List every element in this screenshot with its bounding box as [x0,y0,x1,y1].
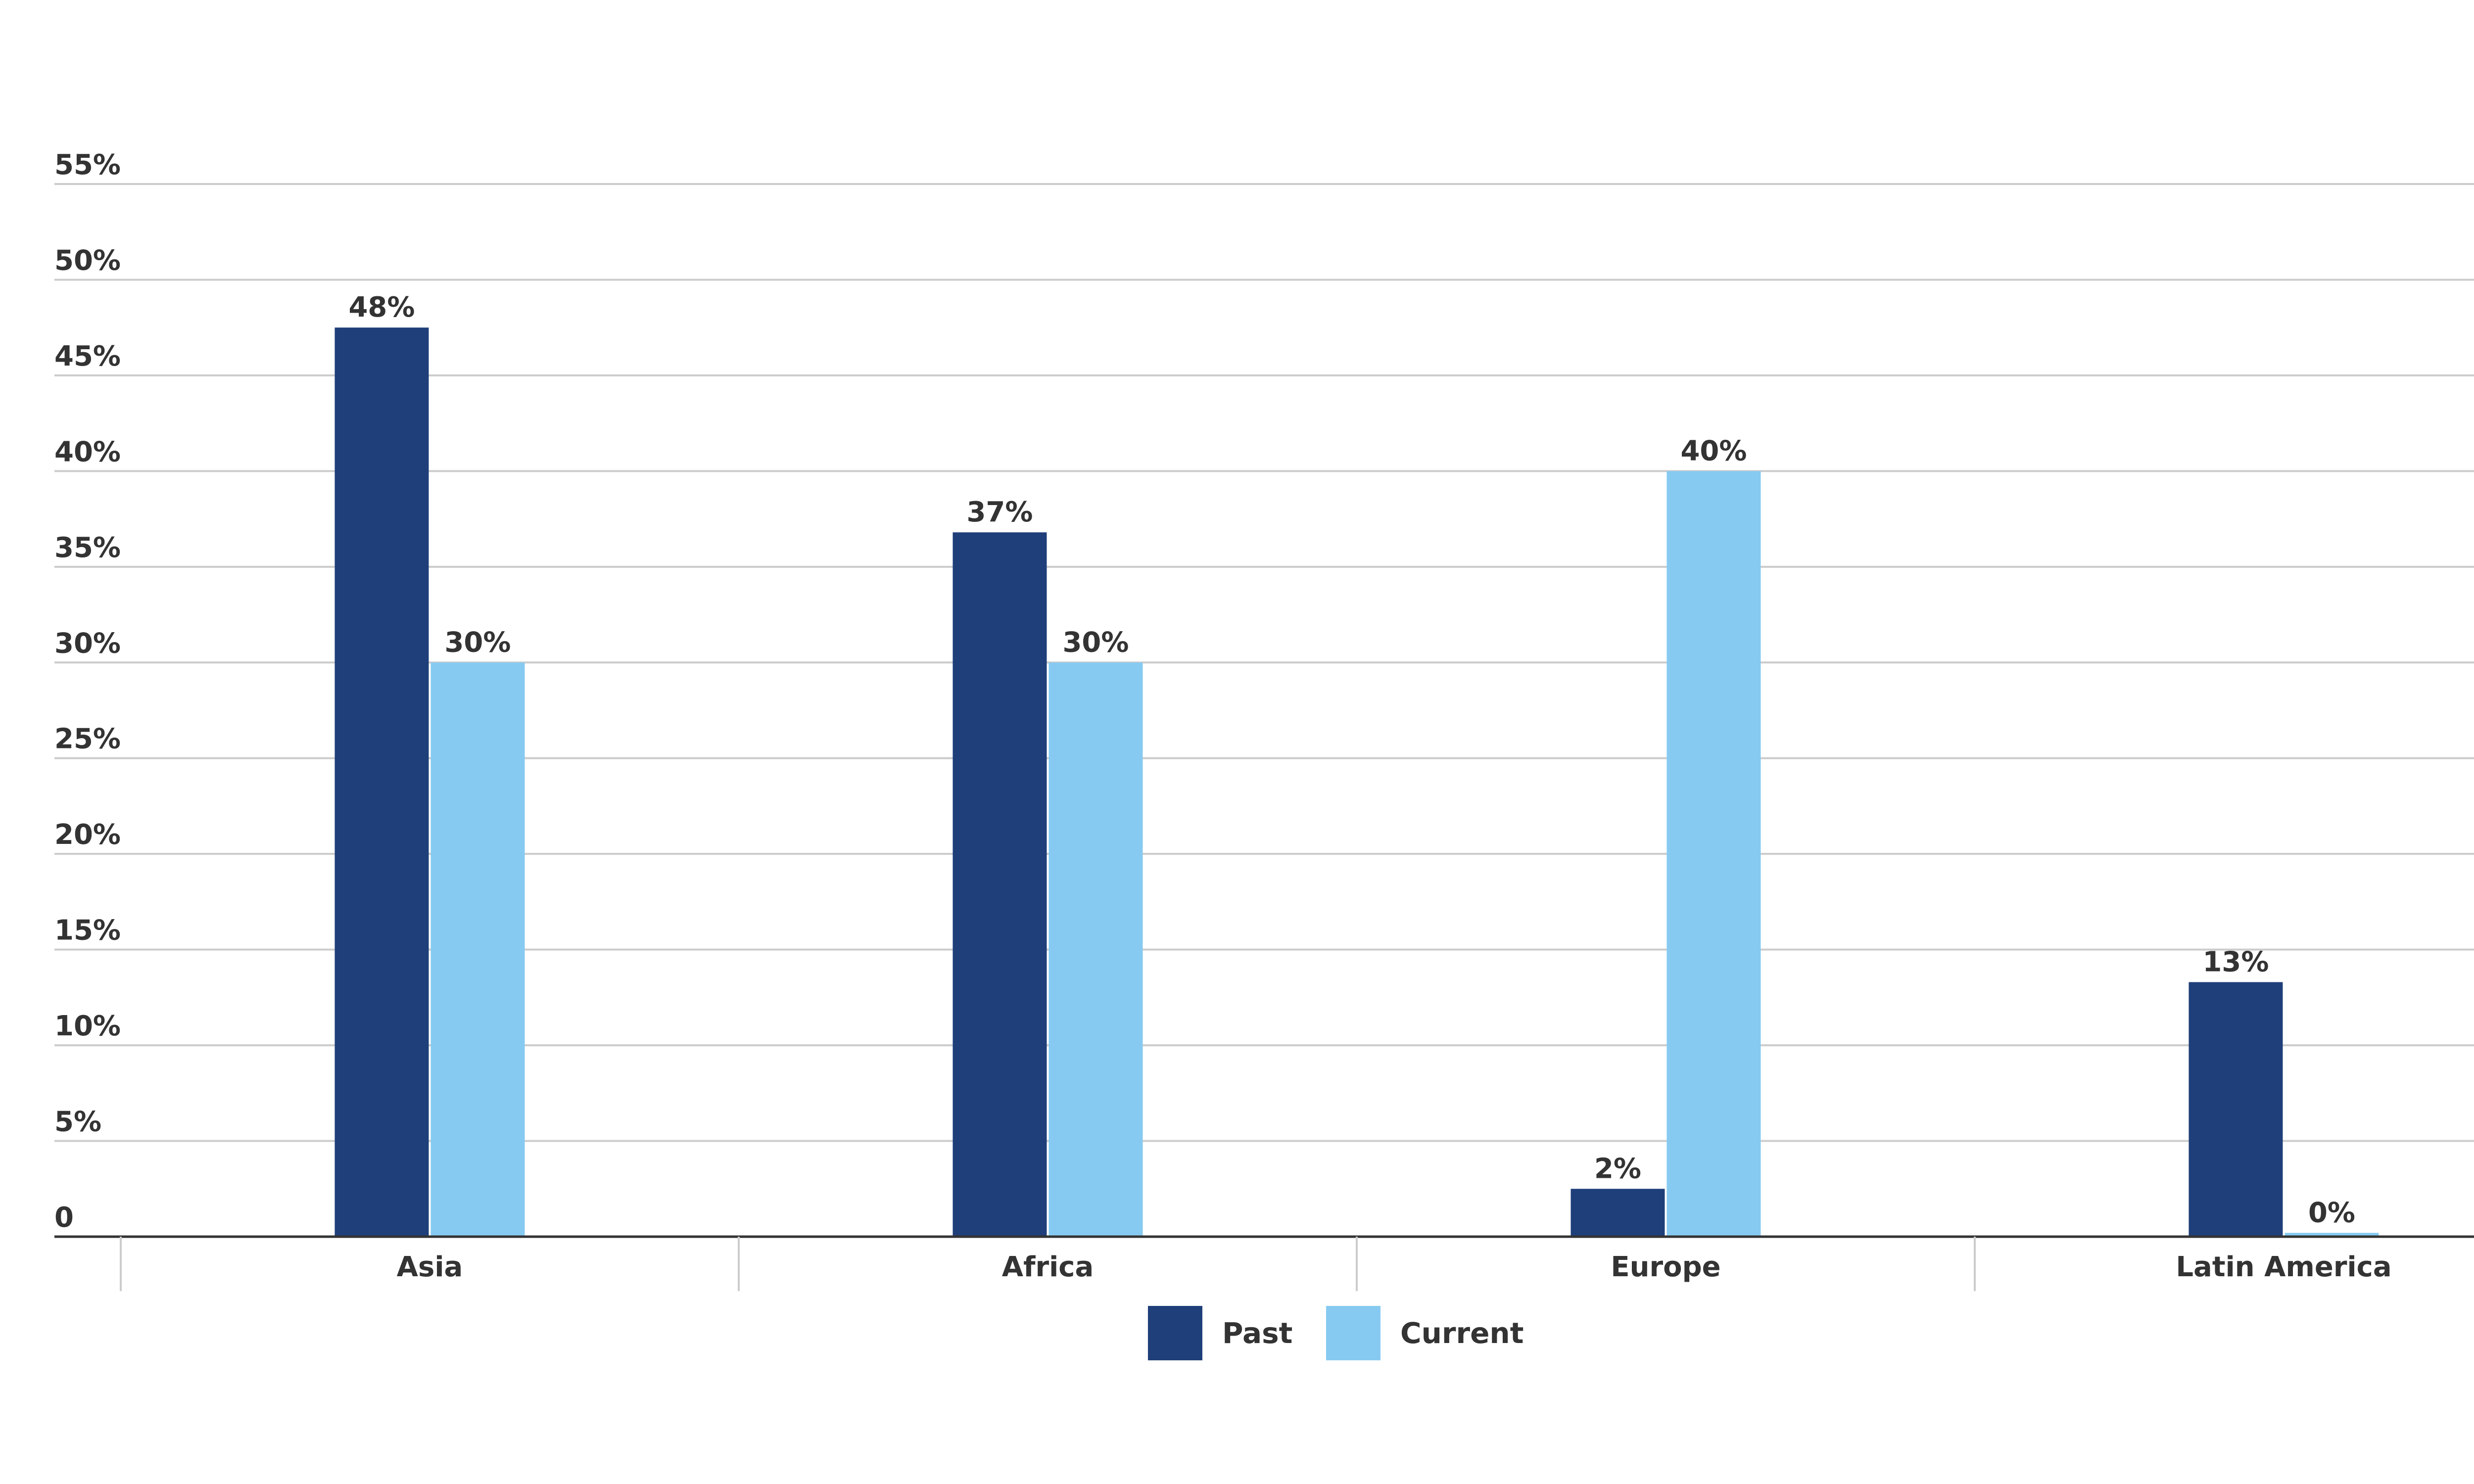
bar-past-asia [334,327,429,1237]
bar-current-africa [1048,662,1143,1237]
y-tick-label: 35% [54,532,121,564]
y-tick-label: 0 [54,1202,74,1234]
data-label: 37% [966,496,1033,528]
data-label: 40% [1680,435,1747,467]
data-label: 30% [1062,626,1129,658]
data-label: 0% [2308,1197,2355,1229]
bar-current-latin-america [2284,1233,2379,1237]
bar-past-europe [1570,1189,1665,1237]
category-label: Europe [1611,1251,1720,1283]
x-axis: Asia Africa Europe Latin America [54,1235,2474,1291]
bar-current-asia [430,662,525,1237]
data-label: 13% [2202,946,2269,978]
legend-label-current: Current [1400,1316,1523,1350]
bar-past-latin-america [2189,982,2283,1237]
y-tick-label: 55% [54,149,121,181]
legend-label-past: Past [1222,1316,1292,1350]
y-tick-label: 45% [54,340,121,372]
y-tick-label: 10% [54,1010,121,1042]
category-label: Africa [1002,1251,1094,1283]
category-label: Asia [397,1251,463,1283]
y-tick-label: 5% [54,1106,101,1138]
y-axis-tick-labels: 0 5% 10% 15% 20% 25% 30% 35% 40% 45% 50% 55% [54,149,121,1234]
data-label: 30% [444,626,511,658]
y-tick-label: 20% [54,819,121,851]
y-tick-label: 50% [54,244,121,277]
value-labels: 48% 30% 37% 30% 2% 40% 13% 0% [348,291,2355,1229]
data-label: 2% [1594,1153,1641,1185]
legend-swatch-current [1326,1306,1380,1360]
bars [334,327,2379,1237]
bar-past-africa [952,532,1047,1237]
y-tick-label: 15% [54,915,121,947]
legend-swatch-past [1148,1306,1202,1360]
bar-current-europe [1666,471,1761,1237]
legend: Past Current [1148,1306,1523,1360]
category-label: Latin America [2176,1251,2391,1283]
y-tick-label: 30% [54,627,121,659]
y-tick-label: 40% [54,436,121,468]
y-tick-label: 25% [54,723,121,755]
data-label: 48% [348,291,415,324]
